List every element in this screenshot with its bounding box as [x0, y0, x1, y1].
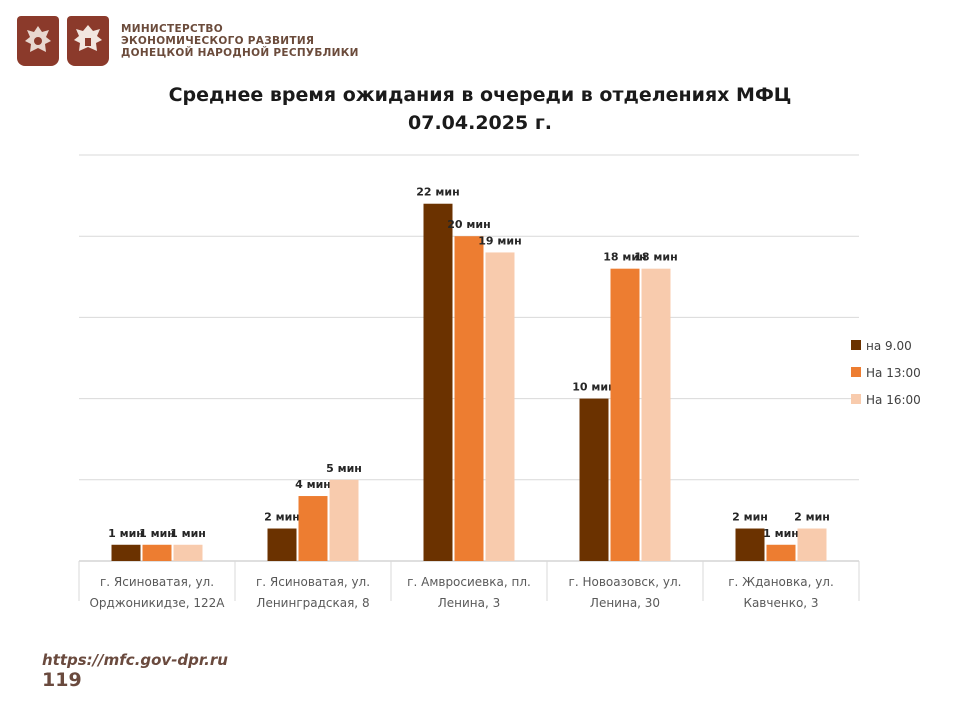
ministry-line-1: МИНИСТЕРСТВО	[121, 23, 223, 35]
ministry-line-3: ДОНЕЦКОЙ НАРОДНОЙ РЕСПУБЛИКИ	[121, 47, 359, 59]
legend-label: На 13:00	[866, 366, 921, 380]
footer-url[interactable]: https://mfc.gov-dpr.ru	[42, 651, 228, 669]
category-label: г. Амвросиевка, пл.	[407, 575, 531, 589]
bar	[423, 203, 453, 561]
bar	[735, 528, 765, 561]
category-label: г. Новоазовск, ул.	[569, 575, 682, 589]
bar	[173, 544, 203, 561]
legend-swatch	[851, 340, 861, 350]
header: МИНИСТЕРСТВО ЭКОНОМИЧЕСКОГО РАЗВИТИЯ ДОН…	[17, 15, 359, 67]
dpr-emblem-icon	[67, 16, 109, 66]
data-label: 1 мин	[763, 527, 799, 540]
data-label: 4 мин	[295, 478, 331, 491]
category-label: Кавченко, 3	[743, 596, 818, 610]
category-label: Ленина, 30	[590, 596, 660, 610]
bar	[610, 268, 640, 561]
chart-title: Среднее время ожидания в очереди в отдел…	[168, 84, 792, 106]
data-label: 22 мин	[416, 186, 459, 199]
category-label: Ленинградская, 8	[256, 596, 369, 610]
category-label: г. Ясиноватая, ул.	[256, 575, 370, 589]
bar	[111, 544, 141, 561]
data-label: 2 мин	[732, 511, 768, 524]
bar	[454, 236, 484, 561]
category-label: г. Ясиноватая, ул.	[100, 575, 214, 589]
bar	[298, 496, 328, 561]
data-label: 18 мин	[603, 251, 646, 264]
data-label: 1 мин	[139, 527, 175, 540]
legend-swatch	[851, 394, 861, 404]
data-label: 5 мин	[326, 462, 362, 475]
data-label: 2 мин	[794, 511, 830, 524]
bar	[485, 252, 515, 561]
data-label: 10 мин	[572, 381, 615, 394]
ministry-line-2: ЭКОНОМИЧЕСКОГО РАЗВИТИЯ	[121, 35, 315, 47]
bar	[579, 398, 609, 561]
legend-label: На 16:00	[866, 393, 921, 407]
chart-subtitle: 07.04.2025 г.	[408, 112, 552, 134]
page-number: 119	[42, 669, 82, 691]
data-label: 2 мин	[264, 511, 300, 524]
bar	[766, 544, 796, 561]
category-label: Орджоникидзе, 122А	[89, 596, 225, 610]
bar	[267, 528, 297, 561]
bar	[329, 479, 359, 561]
bar	[142, 544, 172, 561]
category-label: Ленина, 3	[438, 596, 501, 610]
ministry-name: МИНИСТЕРСТВО ЭКОНОМИЧЕСКОГО РАЗВИТИЯ ДОН…	[121, 23, 359, 59]
bar	[641, 268, 671, 561]
category-label: г. Ждановка, ул.	[728, 575, 834, 589]
data-label: 1 мин	[170, 527, 206, 540]
data-label: 1 мин	[108, 527, 144, 540]
data-label: 19 мин	[478, 234, 521, 247]
data-label: 20 мин	[447, 218, 490, 231]
data-label: 18 мин	[634, 251, 677, 264]
legend-label: на 9.00	[866, 339, 912, 353]
bar	[797, 528, 827, 561]
legend-swatch	[851, 367, 861, 377]
russia-emblem-icon	[17, 16, 59, 66]
